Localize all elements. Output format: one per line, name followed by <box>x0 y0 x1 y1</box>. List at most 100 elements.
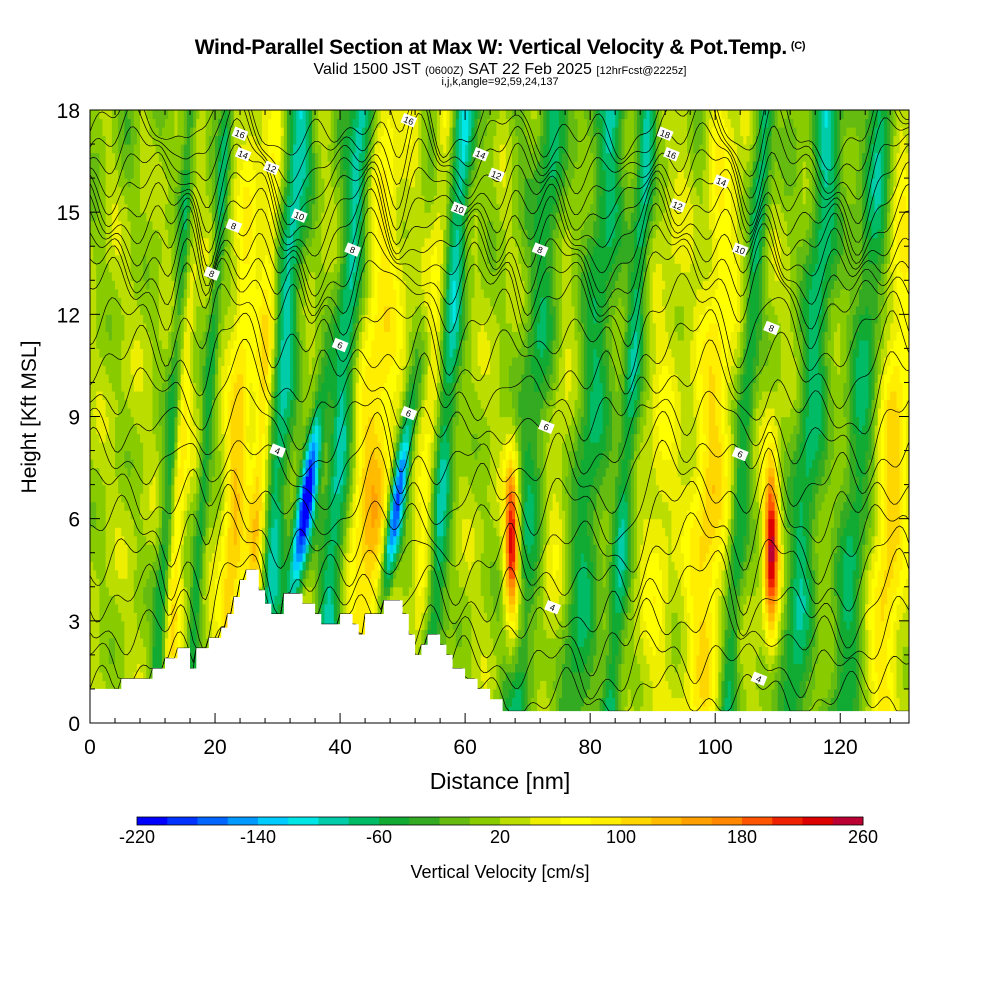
velocity-cell <box>190 382 194 392</box>
velocity-cell <box>174 365 179 375</box>
velocity-cell <box>108 271 113 281</box>
velocity-cell <box>90 297 94 307</box>
velocity-cell <box>143 263 147 273</box>
velocity-cell <box>196 161 201 171</box>
velocity-cell <box>165 254 169 264</box>
velocity-cell <box>215 135 219 145</box>
velocity-cell <box>202 612 207 622</box>
velocity-cell <box>99 365 104 375</box>
velocity-cell <box>90 603 94 613</box>
velocity-cell <box>102 476 107 486</box>
velocity-cell <box>121 450 125 460</box>
velocity-cell <box>155 365 160 375</box>
velocity-cell <box>108 654 113 664</box>
velocity-cell <box>102 263 107 273</box>
velocity-cell <box>127 407 132 418</box>
velocity-cell <box>211 416 216 426</box>
velocity-cell <box>133 220 138 230</box>
velocity-cell <box>193 637 197 647</box>
velocity-cell <box>93 646 97 656</box>
velocity-cell <box>105 169 110 179</box>
velocity-cell <box>99 229 104 239</box>
velocity-cell <box>215 203 219 213</box>
velocity-cell <box>208 450 213 460</box>
velocity-cell <box>99 603 104 613</box>
velocity-cell <box>96 229 100 239</box>
velocity-cell <box>186 314 191 324</box>
velocity-cell <box>215 144 219 154</box>
velocity-cell <box>105 586 110 596</box>
velocity-cell <box>196 603 201 613</box>
velocity-cell <box>140 356 144 367</box>
velocity-cell <box>93 152 97 162</box>
velocity-cell <box>121 195 125 205</box>
velocity-cell <box>149 280 154 290</box>
velocity-cell <box>99 169 104 179</box>
velocity-cell <box>149 493 154 503</box>
velocity-cell <box>196 229 201 239</box>
velocity-cell <box>180 127 185 137</box>
velocity-cell <box>93 527 97 537</box>
velocity-cell <box>140 305 144 315</box>
velocity-cell <box>174 118 179 128</box>
velocity-cell <box>143 612 147 622</box>
velocity-cell <box>93 118 97 128</box>
velocity-cell <box>146 595 150 605</box>
velocity-cell <box>193 433 197 443</box>
velocity-cell <box>193 280 197 290</box>
velocity-cell <box>174 135 179 145</box>
velocity-cell <box>180 297 185 307</box>
velocity-cell <box>183 297 188 307</box>
velocity-cell <box>196 178 201 188</box>
velocity-cell <box>121 501 125 511</box>
velocity-cell <box>140 416 144 426</box>
velocity-cell <box>186 442 191 452</box>
velocity-cell <box>180 382 185 392</box>
velocity-cell <box>90 646 94 656</box>
velocity-cell <box>127 339 132 349</box>
velocity-cell <box>193 552 197 562</box>
velocity-cell <box>130 467 135 477</box>
velocity-cell <box>102 297 107 307</box>
velocity-cell <box>177 569 182 579</box>
velocity-cell <box>174 186 179 196</box>
velocity-cell <box>140 459 144 469</box>
velocity-cell <box>90 671 94 682</box>
velocity-cell <box>149 595 154 605</box>
velocity-cell <box>158 263 163 273</box>
velocity-cell <box>152 135 157 145</box>
velocity-cell <box>190 212 194 222</box>
velocity-cell <box>115 612 119 622</box>
velocity-cell <box>105 569 110 579</box>
velocity-cell <box>202 186 207 196</box>
velocity-cell <box>96 595 100 605</box>
velocity-cell <box>146 288 150 298</box>
velocity-cell <box>130 178 135 188</box>
velocity-cell <box>115 118 119 128</box>
velocity-cell <box>211 382 216 392</box>
velocity-cell <box>165 433 169 443</box>
velocity-cell <box>102 433 107 443</box>
velocity-cell <box>96 654 100 664</box>
velocity-cell <box>124 459 129 469</box>
velocity-cell <box>121 407 125 418</box>
velocity-cell <box>111 578 116 588</box>
velocity-cell <box>199 493 204 503</box>
velocity-cell <box>165 595 169 605</box>
velocity-cell <box>155 646 160 656</box>
velocity-cell <box>155 637 160 647</box>
velocity-cell <box>105 629 110 639</box>
velocity-cell <box>115 569 119 579</box>
velocity-cell <box>90 569 94 579</box>
velocity-cell <box>202 561 207 571</box>
velocity-cell <box>121 561 125 571</box>
velocity-cell <box>205 246 210 256</box>
velocity-cell <box>199 161 204 171</box>
velocity-cell <box>174 382 179 392</box>
velocity-cell <box>202 586 207 596</box>
velocity-cell <box>118 518 122 528</box>
velocity-cell <box>196 501 201 511</box>
velocity-cell <box>143 220 147 230</box>
velocity-cell <box>152 254 157 264</box>
velocity-cell <box>105 135 110 145</box>
